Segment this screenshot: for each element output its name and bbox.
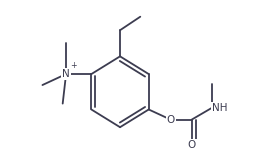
Text: O: O (188, 140, 196, 150)
Text: O: O (167, 115, 175, 125)
Text: N: N (62, 69, 70, 79)
Text: +: + (70, 61, 77, 70)
Text: NH: NH (212, 103, 227, 113)
